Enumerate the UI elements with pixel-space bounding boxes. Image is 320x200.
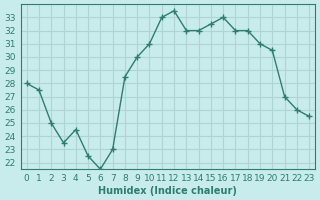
X-axis label: Humidex (Indice chaleur): Humidex (Indice chaleur) [99, 186, 237, 196]
